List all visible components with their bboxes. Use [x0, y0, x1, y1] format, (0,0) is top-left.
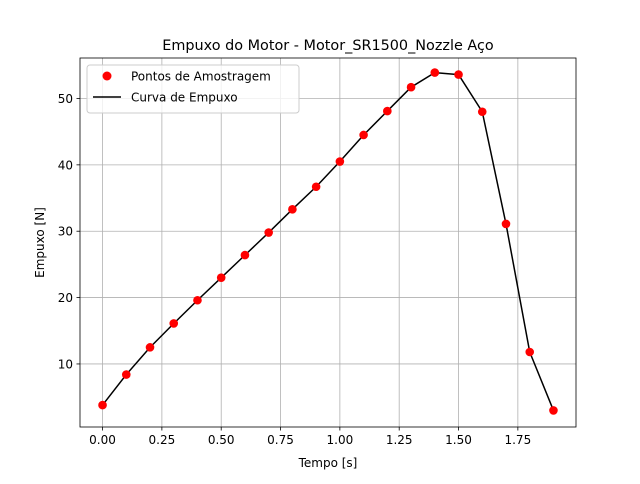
- sample-point: [406, 82, 416, 92]
- sample-point: [430, 68, 440, 77]
- x-tick-label: 1.50: [445, 433, 472, 447]
- legend-marker-points: [102, 71, 112, 81]
- sample-point: [264, 228, 273, 237]
- y-tick-label: 40: [58, 158, 73, 172]
- sample-point: [98, 400, 107, 410]
- legend-box: [86, 64, 300, 114]
- x-tick-label: 1.00: [327, 433, 354, 447]
- y-tick-label: 20: [58, 291, 73, 305]
- x-axis-label: Tempo [s]: [298, 456, 358, 470]
- sample-point: [501, 219, 511, 229]
- plot-area: [80, 58, 576, 427]
- legend-label-points: Pontos de Amostragem: [131, 70, 271, 84]
- y-axis-label: Empuxo [N]: [33, 207, 47, 278]
- sample-point: [145, 343, 155, 352]
- sample-point: [383, 106, 392, 116]
- y-tick-label: 50: [58, 92, 73, 106]
- sample-point: [121, 370, 131, 379]
- sample-point: [359, 130, 368, 140]
- sample-point: [454, 70, 463, 79]
- x-tick-label: 0.75: [267, 433, 294, 447]
- y-tick-label: 10: [58, 357, 73, 371]
- plot-frame: [79, 57, 577, 428]
- chart-title: Empuxo do Motor - Motor_SR1500_Nozzle Aç…: [162, 38, 494, 54]
- sample-point: [477, 107, 487, 117]
- sample-point: [216, 273, 226, 282]
- tick-layer: 0.00 0.25 0.50 0.75 1.00 1.25 1.50 1.75 10 20 30 40…: [58, 92, 531, 447]
- legend: Pontos de Amostragem Curva de Empuxo: [86, 64, 300, 114]
- x-tick-label: 0.25: [149, 433, 176, 447]
- sample-point: [193, 295, 202, 305]
- legend-label-line: Curva de Empuxo: [131, 91, 238, 105]
- series-points-layer: [98, 68, 558, 415]
- sample-point: [311, 182, 321, 192]
- sample-point: [288, 205, 297, 214]
- x-tick-label: 0.00: [89, 433, 116, 447]
- sample-point: [549, 406, 558, 415]
- thrust-curve-line: [101, 71, 555, 411]
- sample-point: [525, 347, 535, 357]
- x-tick-label: 1.75: [504, 433, 531, 447]
- sample-point: [169, 319, 179, 328]
- y-tick-label: 30: [58, 225, 73, 239]
- sample-point: [335, 157, 345, 166]
- sample-point: [240, 250, 250, 260]
- series-line-layer: [101, 71, 555, 411]
- x-tick-label: 0.50: [208, 433, 235, 447]
- x-tick-label: 1.25: [386, 433, 413, 447]
